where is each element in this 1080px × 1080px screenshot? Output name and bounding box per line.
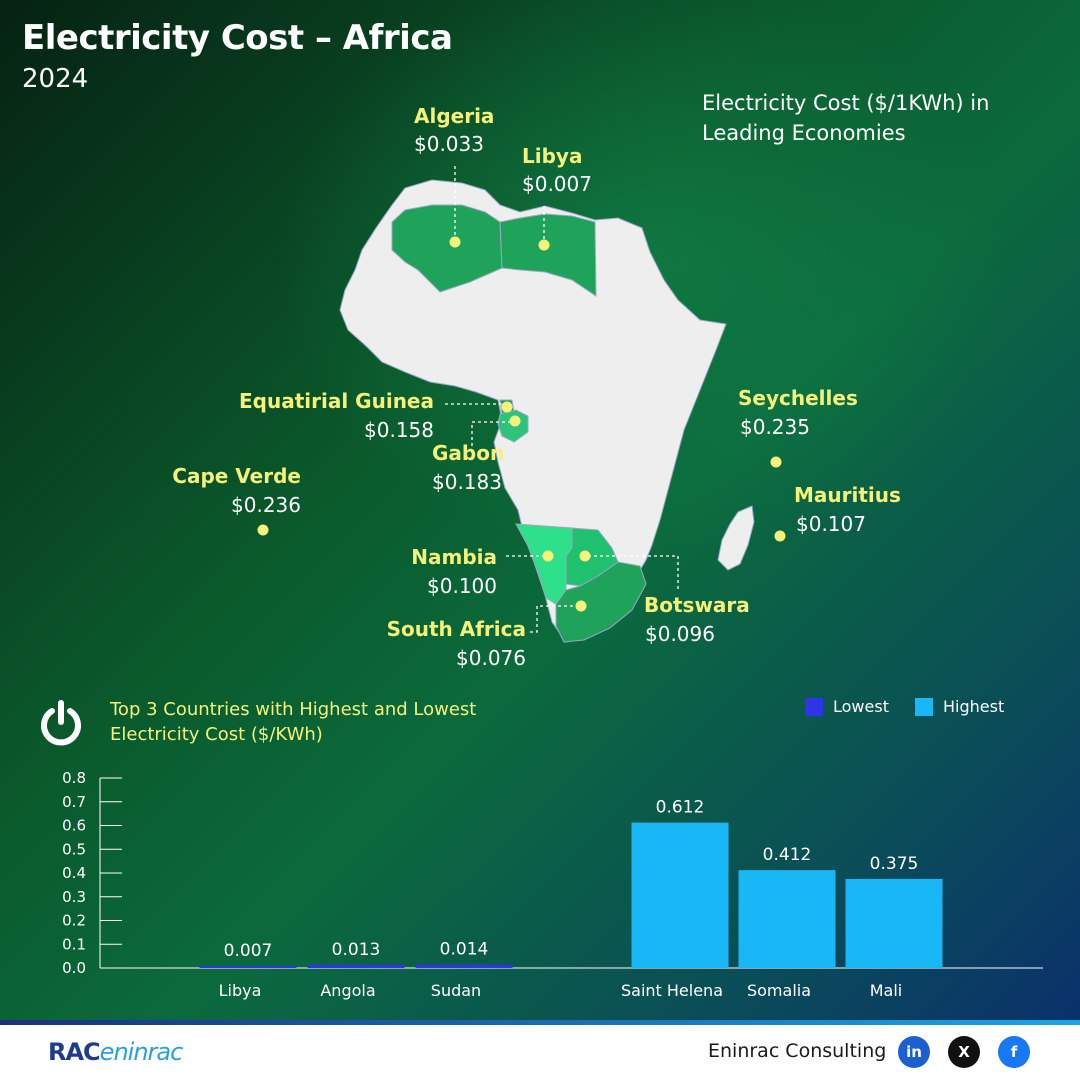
y-tick-label: 0.6 bbox=[62, 817, 86, 835]
legend-swatch-lowest bbox=[805, 697, 823, 716]
bar-libya bbox=[199, 966, 297, 968]
marker-libya bbox=[538, 239, 550, 251]
legend-label-lowest: Lowest bbox=[833, 697, 889, 716]
markers bbox=[257, 236, 786, 612]
label-namibia-name: Nambia bbox=[411, 545, 497, 569]
label-seychelles-value: $0.235 bbox=[740, 415, 810, 439]
eninrac-logo: RACeninrac bbox=[48, 1038, 184, 1066]
y-tick-label: 0.3 bbox=[62, 888, 86, 906]
bar-somalia bbox=[738, 870, 836, 968]
x-category-label: Saint Helena bbox=[621, 981, 723, 1000]
y-tick-label: 0.7 bbox=[62, 793, 86, 811]
namibia-region bbox=[515, 523, 573, 605]
bar-value-label: 0.612 bbox=[656, 798, 705, 818]
power-icon bbox=[41, 700, 81, 746]
y-tick-label: 0.4 bbox=[62, 864, 86, 882]
x-category-label: Libya bbox=[219, 981, 262, 1000]
madagascar bbox=[717, 505, 755, 571]
bar-chart: 0.8 0.7 0.6 0.5 0.4 0.3 0.2 0.1 0.0 0.007 Libya 0.0… bbox=[62, 769, 1043, 1000]
bar-value-label: 0.412 bbox=[763, 845, 812, 865]
label-botswana-name: Botswara bbox=[644, 593, 750, 617]
label-botswana-value: $0.096 bbox=[645, 622, 715, 646]
marker-equatorial-guinea bbox=[501, 401, 513, 413]
map-caption: Electricity Cost ($/1KWh) in Leading Eco… bbox=[702, 91, 990, 145]
label-gabon-value: $0.183 bbox=[432, 470, 502, 494]
marker-mauritius bbox=[774, 530, 786, 542]
bar-saint-helena bbox=[631, 822, 729, 968]
label-algeria-value: $0.033 bbox=[414, 132, 484, 156]
legend-swatch-highest bbox=[915, 697, 933, 716]
label-mauritius-value: $0.107 bbox=[796, 512, 866, 536]
marker-namibia bbox=[542, 550, 554, 562]
bar-value-label: 0.007 bbox=[224, 941, 273, 961]
label-cape-verde-value: $0.236 bbox=[231, 493, 301, 517]
linkedin-icon[interactable]: in bbox=[898, 1036, 930, 1068]
chart-title: Top 3 Countries with Highest and Lowest … bbox=[110, 699, 477, 745]
label-seychelles-name: Seychelles bbox=[738, 386, 858, 410]
marker-botswana bbox=[579, 550, 591, 562]
bar-value-label: 0.375 bbox=[870, 854, 919, 874]
y-tick-label: 0.2 bbox=[62, 912, 86, 930]
logo-main-text: RAC bbox=[48, 1038, 101, 1066]
label-namibia-value: $0.100 bbox=[427, 574, 497, 598]
bar-sudan bbox=[415, 964, 513, 968]
label-cape-verde-name: Cape Verde bbox=[172, 464, 301, 488]
x-category-label: Sudan bbox=[431, 981, 481, 1000]
marker-cape-verde bbox=[257, 524, 269, 536]
label-libya-value: $0.007 bbox=[522, 172, 592, 196]
label-gabon-name: Gabon bbox=[432, 441, 505, 465]
label-equatorial-guinea-value: $0.158 bbox=[364, 418, 434, 442]
bar-value-label: 0.013 bbox=[332, 940, 381, 960]
footer-accent-bar bbox=[0, 1020, 1080, 1025]
page-subtitle-year: 2024 bbox=[22, 64, 89, 94]
marker-gabon bbox=[509, 415, 521, 427]
south-africa-region bbox=[555, 561, 647, 643]
bar-mali bbox=[845, 878, 943, 968]
x-category-label: Angola bbox=[320, 981, 375, 1000]
label-south-africa-value: $0.076 bbox=[456, 646, 526, 670]
brand-name: Eninrac Consulting bbox=[708, 1040, 887, 1062]
label-mauritius-name: Mauritius bbox=[794, 483, 901, 507]
bar-value-label: 0.014 bbox=[440, 940, 489, 960]
x-category-label: Somalia bbox=[747, 981, 811, 1000]
legend-label-highest: Highest bbox=[943, 697, 1005, 716]
x-twitter-icon[interactable]: X bbox=[948, 1036, 980, 1068]
label-algeria-name: Algeria bbox=[414, 104, 495, 128]
footer: RACeninrac Eninrac Consulting in X f bbox=[0, 1020, 1080, 1080]
logo-alt-text: eninrac bbox=[99, 1038, 184, 1066]
y-tick-label: 0.5 bbox=[62, 840, 86, 858]
y-tick-label: 0.0 bbox=[62, 959, 86, 977]
facebook-icon[interactable]: f bbox=[998, 1036, 1030, 1068]
marker-seychelles bbox=[770, 456, 782, 468]
africa-map bbox=[257, 166, 786, 643]
label-south-africa-name: South Africa bbox=[386, 617, 526, 641]
marker-algeria bbox=[449, 236, 461, 248]
legend-item-lowest: Lowest bbox=[805, 697, 889, 716]
page-title: Electricity Cost – Africa bbox=[22, 18, 453, 58]
libya-region bbox=[499, 213, 597, 297]
marker-south-africa bbox=[575, 600, 587, 612]
legend-item-highest: Highest bbox=[915, 697, 1004, 716]
y-tick-label: 0.1 bbox=[62, 935, 86, 953]
label-equatorial-guinea-name: Equatirial Guinea bbox=[239, 389, 434, 413]
bar-angola bbox=[307, 964, 405, 968]
label-libya-name: Libya bbox=[522, 144, 583, 168]
x-category-label: Mali bbox=[870, 981, 903, 1000]
leader-lines bbox=[445, 166, 679, 633]
y-tick-label: 0.8 bbox=[62, 769, 86, 787]
